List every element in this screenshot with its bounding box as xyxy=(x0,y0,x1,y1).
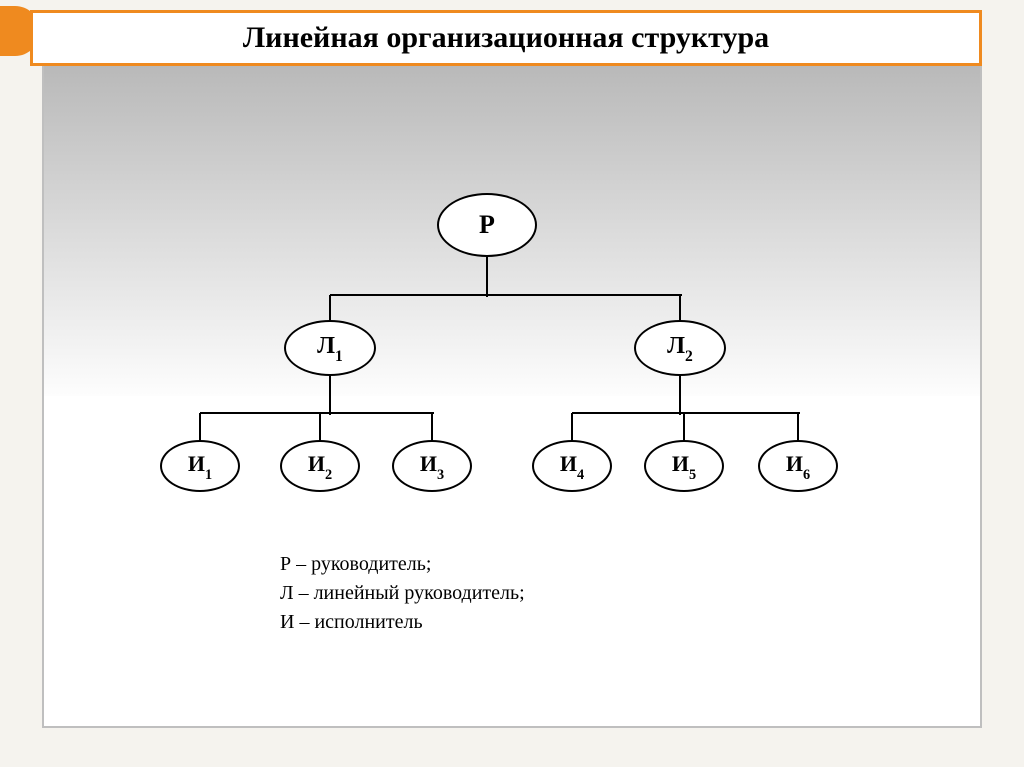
connector xyxy=(199,413,201,442)
legend-line: И – исполнитель xyxy=(280,608,525,637)
connector xyxy=(329,376,331,415)
node-label: И4 xyxy=(560,451,584,481)
page: Линейная организационная структура Р Л1 Л2… xyxy=(0,0,1024,767)
connector xyxy=(319,413,321,442)
node-l1: Л1 xyxy=(284,320,376,376)
connector xyxy=(683,413,685,442)
node-r: Р xyxy=(437,193,537,257)
node-label: Л1 xyxy=(317,333,343,364)
node-i6: И6 xyxy=(758,440,838,492)
node-i3: И3 xyxy=(392,440,472,492)
connector xyxy=(797,413,799,442)
slide-title: Линейная организационная структура xyxy=(30,10,982,66)
slide-title-text: Линейная организационная структура xyxy=(243,21,769,55)
legend-line: Р – руководитель; xyxy=(280,550,525,579)
connector xyxy=(679,376,681,415)
node-label: И1 xyxy=(188,451,212,481)
connector xyxy=(679,295,681,322)
legend-line: Л – линейный руководитель; xyxy=(280,579,525,608)
connector xyxy=(486,257,488,297)
node-i1: И1 xyxy=(160,440,240,492)
node-i4: И4 xyxy=(532,440,612,492)
node-i5: И5 xyxy=(644,440,724,492)
connector xyxy=(571,413,573,442)
node-label: Л2 xyxy=(667,333,693,364)
legend: Р – руководитель;Л – линейный руководите… xyxy=(280,550,525,637)
node-label: И2 xyxy=(308,451,332,481)
connector xyxy=(431,413,433,442)
connector xyxy=(329,295,331,322)
connector xyxy=(330,294,682,296)
connector xyxy=(572,412,800,414)
node-label: И6 xyxy=(786,451,810,481)
node-label: Р xyxy=(479,210,495,240)
node-l2: Л2 xyxy=(634,320,726,376)
connector xyxy=(200,412,434,414)
node-label: И5 xyxy=(672,451,696,481)
node-i2: И2 xyxy=(280,440,360,492)
node-label: И3 xyxy=(420,451,444,481)
